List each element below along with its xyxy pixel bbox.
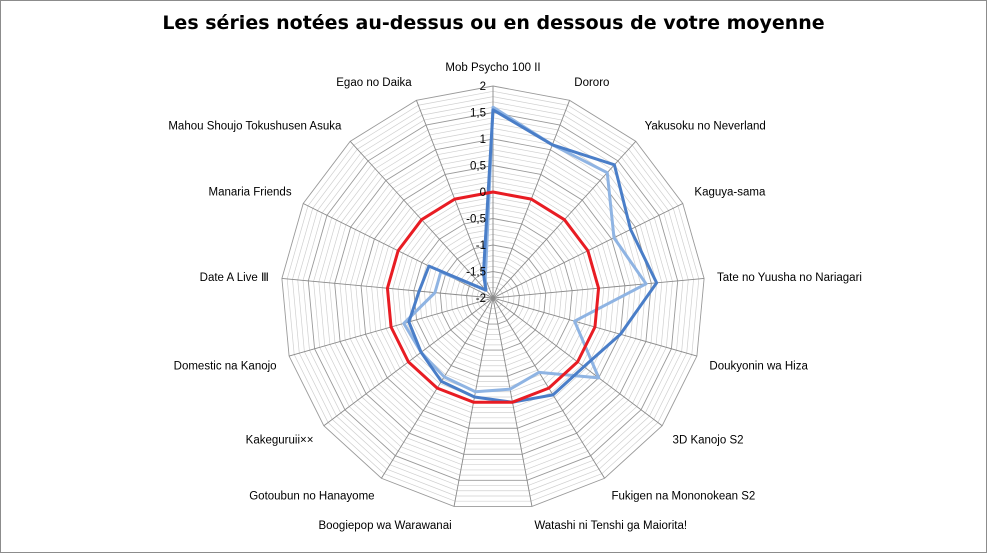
minor-gridline xyxy=(344,149,642,445)
minor-gridline xyxy=(381,186,605,408)
axis-tick-label: 2 xyxy=(480,81,486,93)
minor-gridline xyxy=(418,223,568,372)
minor-gridline xyxy=(376,181,610,413)
minor-gridline xyxy=(482,287,504,309)
category-label: Date A Live Ⅲ xyxy=(200,272,269,284)
category-label: Dororo xyxy=(574,77,609,89)
category-label: Tate no Yuusha no Nariagari xyxy=(717,272,862,284)
category-label: Fukigen na Mononokean S2 xyxy=(611,490,755,502)
minor-gridline xyxy=(471,276,515,320)
minor-gridline xyxy=(408,212,578,382)
major-gridline xyxy=(307,112,679,481)
minor-gridline xyxy=(476,281,510,314)
axis-tick-label: 1 xyxy=(480,134,486,146)
minor-gridline xyxy=(355,159,631,434)
category-label: Manaria Friends xyxy=(208,187,291,199)
radar-spokes xyxy=(281,86,705,507)
minor-gridline xyxy=(329,133,657,460)
radar-category-labels: Mob Psycho 100 II Dororo Yakusoku no Never… xyxy=(168,62,862,532)
minor-gridline xyxy=(302,106,684,486)
category-label: Kakeguruii×× xyxy=(246,435,314,447)
radar-series xyxy=(385,105,659,404)
category-label: Watashi ni Tenshi ga Maiorita! xyxy=(534,520,687,532)
category-label: Yakusoku no Neverland xyxy=(645,121,766,133)
category-label: Doukyonin wa Hiza xyxy=(709,361,808,373)
major-gridline xyxy=(281,85,705,507)
minor-gridline xyxy=(371,175,615,419)
axis-tick-label: -1 xyxy=(476,240,486,252)
minor-gridline xyxy=(429,234,557,361)
category-label: Mahou Shoujo Tokushusen Asuka xyxy=(168,121,342,133)
category-label: Gotoubun no Hanayome xyxy=(249,490,374,502)
minor-gridline xyxy=(318,122,668,471)
chart-title: Les séries notées au-dessus ou en dessou… xyxy=(162,12,825,34)
category-label: Boogiepop wa Warawanai xyxy=(318,520,451,532)
axis-tick-label: -2 xyxy=(476,293,486,305)
major-gridline xyxy=(413,218,573,377)
radar-tick-labels: -2 -1,5 -1 -0,5 0 0,5 1 1,5 2 xyxy=(466,81,486,305)
minor-gridline xyxy=(402,207,584,387)
minor-gridline xyxy=(350,154,636,440)
minor-gridline xyxy=(323,128,663,466)
category-label: Domestic na Kanojo xyxy=(174,361,277,373)
minor-gridline xyxy=(339,143,647,450)
minor-gridline xyxy=(424,228,562,367)
series-line xyxy=(385,190,601,404)
minor-gridline xyxy=(313,117,673,476)
minor-gridline xyxy=(297,101,689,492)
axis-tick-label: 0 xyxy=(480,187,486,199)
category-label: Mob Psycho 100 II xyxy=(445,62,540,74)
category-label: Egao no Daika xyxy=(336,77,412,89)
minor-gridline xyxy=(286,90,700,502)
minor-gridline xyxy=(434,239,552,356)
category-label: Kaguya-sama xyxy=(694,187,766,199)
series-line xyxy=(407,108,659,404)
major-gridline xyxy=(439,244,547,351)
minor-gridline xyxy=(365,170,621,424)
radar-grid xyxy=(281,85,705,507)
axis-tick-label: -0,5 xyxy=(466,214,486,226)
axis-tick-label: 1,5 xyxy=(470,108,486,120)
axis-tick-label: 0,5 xyxy=(470,161,486,173)
minor-gridline xyxy=(392,196,594,398)
axis-tick-label: -1,5 xyxy=(466,267,486,279)
minor-gridline xyxy=(292,96,694,497)
category-label: 3D Kanojo S2 xyxy=(673,435,744,447)
major-gridline xyxy=(360,165,626,429)
